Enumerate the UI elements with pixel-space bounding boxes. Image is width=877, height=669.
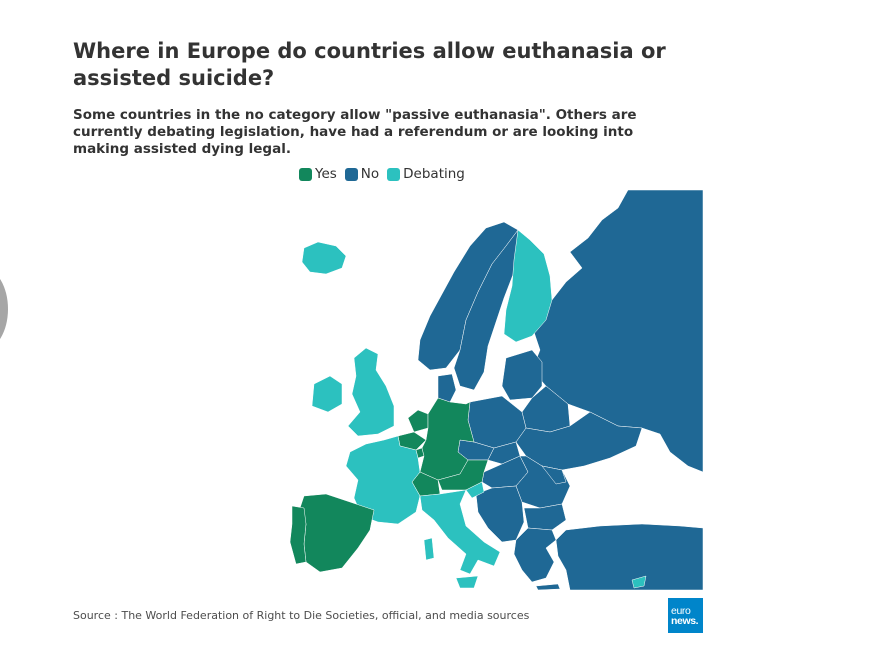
legend-label-no: No: [360, 166, 380, 182]
logo-line-news: news.: [671, 615, 699, 627]
legend-item-yes[interactable]: Yes: [299, 166, 337, 182]
region-baltics[interactable]: [501, 349, 543, 401]
region-balkans[interactable]: [475, 485, 525, 543]
legend-swatch-debating: [387, 167, 401, 181]
region-russia[interactable]: [531, 190, 703, 473]
logo-line-euro: euro: [671, 605, 691, 617]
region-sicily[interactable]: [455, 575, 479, 589]
region-poland[interactable]: [467, 395, 527, 449]
region-netherlands[interactable]: [407, 409, 429, 433]
region-cyprus[interactable]: [631, 575, 647, 589]
legend-item-debating[interactable]: Debating: [387, 166, 465, 182]
legend-swatch-yes: [299, 167, 312, 181]
source-note: Source : The World Federation of Right t…: [73, 609, 530, 622]
region-sardinia[interactable]: [423, 537, 435, 561]
region-france[interactable]: [345, 435, 421, 525]
legend-label-yes: Yes: [315, 166, 337, 182]
europe-map: [270, 190, 703, 590]
region-moldova[interactable]: [541, 465, 567, 485]
region-uk[interactable]: [347, 347, 395, 437]
region-germany[interactable]: [419, 397, 475, 481]
region-sweden[interactable]: [453, 229, 519, 391]
region-denmark[interactable]: [437, 373, 457, 403]
euronews-logo[interactable]: euro news.: [668, 598, 703, 633]
region-austria[interactable]: [437, 459, 489, 491]
region-slovakia[interactable]: [487, 441, 521, 465]
chart-title: Where in Europe do countries allow eutha…: [73, 39, 666, 90]
legend-label-debating: Debating: [403, 166, 465, 182]
region-finland[interactable]: [503, 229, 553, 343]
region-crete[interactable]: [535, 583, 561, 590]
legend-swatch-no: [344, 167, 358, 181]
side-scroll-tab[interactable]: [0, 268, 8, 350]
region-iceland[interactable]: [301, 241, 347, 275]
region-greece[interactable]: [513, 527, 557, 583]
legend-item-no[interactable]: No: [344, 166, 380, 182]
legend: Yes No Debating: [299, 166, 473, 182]
region-portugal[interactable]: [289, 505, 307, 565]
region-turkey[interactable]: [555, 523, 703, 590]
region-italy[interactable]: [419, 489, 501, 575]
region-slovenia[interactable]: [465, 481, 485, 499]
europe-map-svg: [289, 190, 703, 590]
chart-subtitle: Some countries in the no category allow …: [73, 107, 637, 157]
region-bulgaria[interactable]: [523, 503, 567, 531]
region-ireland[interactable]: [311, 375, 343, 413]
